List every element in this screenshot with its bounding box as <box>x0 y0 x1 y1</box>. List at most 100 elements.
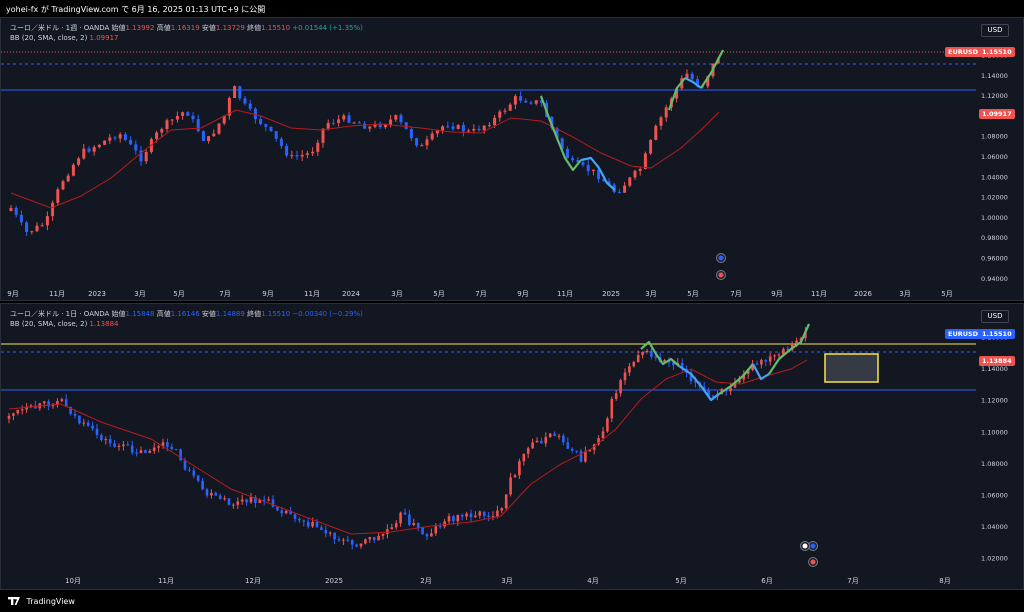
event-dot-icon <box>810 543 816 549</box>
x-tick-label: 7月 <box>475 290 486 298</box>
candle-body <box>118 134 122 139</box>
candle-body <box>56 189 60 203</box>
candle-body <box>746 370 750 374</box>
candle-body <box>430 133 434 140</box>
candle-body <box>447 516 451 522</box>
currency-button[interactable]: USD <box>981 310 1009 323</box>
x-tick-label: 6月 <box>761 577 772 585</box>
candle-body <box>223 498 226 500</box>
candle-body <box>768 356 772 362</box>
target-zone-box <box>824 353 879 383</box>
candle-body <box>493 117 497 126</box>
candle-body <box>456 124 460 129</box>
x-tick-label: 9月 <box>262 290 273 298</box>
x-tick-label: 2025 <box>325 577 343 585</box>
candle-body <box>394 523 398 528</box>
candle-body <box>170 446 174 449</box>
candle-body <box>377 535 380 541</box>
candle-body <box>777 354 781 356</box>
candle-body <box>544 437 548 444</box>
symbol-label: ユーロ／米ドル · 1週 · OANDA <box>10 24 110 32</box>
weekly-chart-panel[interactable]: ユーロ／米ドル · 1週 · OANDA 始値1.13992 高値1.16319… <box>0 17 1024 301</box>
candle-body <box>233 86 237 98</box>
trend-curve <box>640 340 680 367</box>
candle-body <box>412 523 416 526</box>
currency-button[interactable]: USD <box>981 24 1009 37</box>
y-tick-label: 1.06000 <box>981 153 1008 161</box>
candle-body <box>760 360 763 365</box>
candle-body <box>643 153 647 170</box>
candle-body <box>324 529 328 534</box>
candle-body <box>123 134 127 140</box>
candle-body <box>86 422 90 426</box>
candle-body <box>663 359 666 363</box>
candle-body <box>575 450 578 452</box>
candle-body <box>243 98 247 104</box>
daily-chart-panel[interactable]: ユーロ／米ドル · 1日 · OANDA 始値1.15848 高値1.16146… <box>0 303 1024 590</box>
candle-body <box>570 448 574 451</box>
candle-body <box>623 185 627 193</box>
candle-body <box>641 352 644 356</box>
candle-body <box>562 435 565 443</box>
candle-body <box>404 122 408 130</box>
candle-body <box>47 401 50 407</box>
candle-body <box>306 521 310 527</box>
candle-body <box>415 138 419 146</box>
bb-tag-value: 1.09917 <box>979 109 1015 119</box>
candle-body <box>69 406 72 414</box>
x-tick-label: 2025 <box>602 290 620 298</box>
candle-body <box>357 122 361 124</box>
candle-body <box>315 521 319 528</box>
candle-body <box>579 451 583 462</box>
candle-body <box>606 418 609 432</box>
bb-legend[interactable]: BB (20, SMA, close, 2) 1.09917 <box>10 34 119 42</box>
candle-body <box>588 449 592 452</box>
candle-body <box>628 177 632 186</box>
candle-body <box>274 131 278 139</box>
candle-body <box>467 130 471 132</box>
x-tick-label: 11月 <box>557 290 573 298</box>
daily-chart-canvas[interactable]: 1.160001.140001.120001.100001.080001.060… <box>1 304 1023 589</box>
candle-body <box>469 513 473 518</box>
candle-body <box>73 413 77 416</box>
candle-body <box>337 539 341 541</box>
candle-body <box>196 119 200 132</box>
candle-body <box>78 415 81 424</box>
candle-body <box>372 537 376 541</box>
footer: TradingView <box>0 592 1024 612</box>
x-tick-label: 5月 <box>941 290 952 298</box>
y-tick-label: 1.14000 <box>981 365 1008 373</box>
x-tick-label: 5月 <box>173 290 184 298</box>
y-tick-label: 1.08000 <box>981 460 1008 468</box>
change-value: +0.01544 (+1.35%) <box>292 24 363 32</box>
candle-body <box>293 514 297 519</box>
bb-mid-line <box>8 359 808 535</box>
candle-body <box>518 461 521 476</box>
candle-body <box>100 435 103 441</box>
weekly-chart-canvas[interactable]: 1.160001.140001.120001.100001.080001.060… <box>1 18 1023 300</box>
candle-body <box>557 435 561 437</box>
candle-body <box>14 207 18 215</box>
candle-body <box>181 112 185 116</box>
candle-body <box>592 444 596 450</box>
candle-body <box>316 142 320 152</box>
candle-body <box>435 130 439 134</box>
candle-body <box>29 405 33 407</box>
candle-body <box>526 448 530 454</box>
candle-body <box>378 124 382 128</box>
candle-body <box>430 533 433 537</box>
candle-body <box>664 107 668 118</box>
candle-body <box>654 356 658 358</box>
x-tick-label: 9月 <box>517 290 528 298</box>
candle-body <box>232 504 235 506</box>
candle-body <box>45 216 49 226</box>
candle-body <box>302 520 306 522</box>
candle-body <box>601 431 605 439</box>
candle-body <box>782 348 785 355</box>
bb-legend[interactable]: BB (20, SMA, close, 2) 1.13884 <box>10 320 119 328</box>
candle-body <box>64 399 68 407</box>
candle-body <box>633 170 637 178</box>
x-tick-label: 7月 <box>219 290 230 298</box>
bb-mid-line <box>10 109 720 209</box>
candle-body <box>373 124 377 127</box>
